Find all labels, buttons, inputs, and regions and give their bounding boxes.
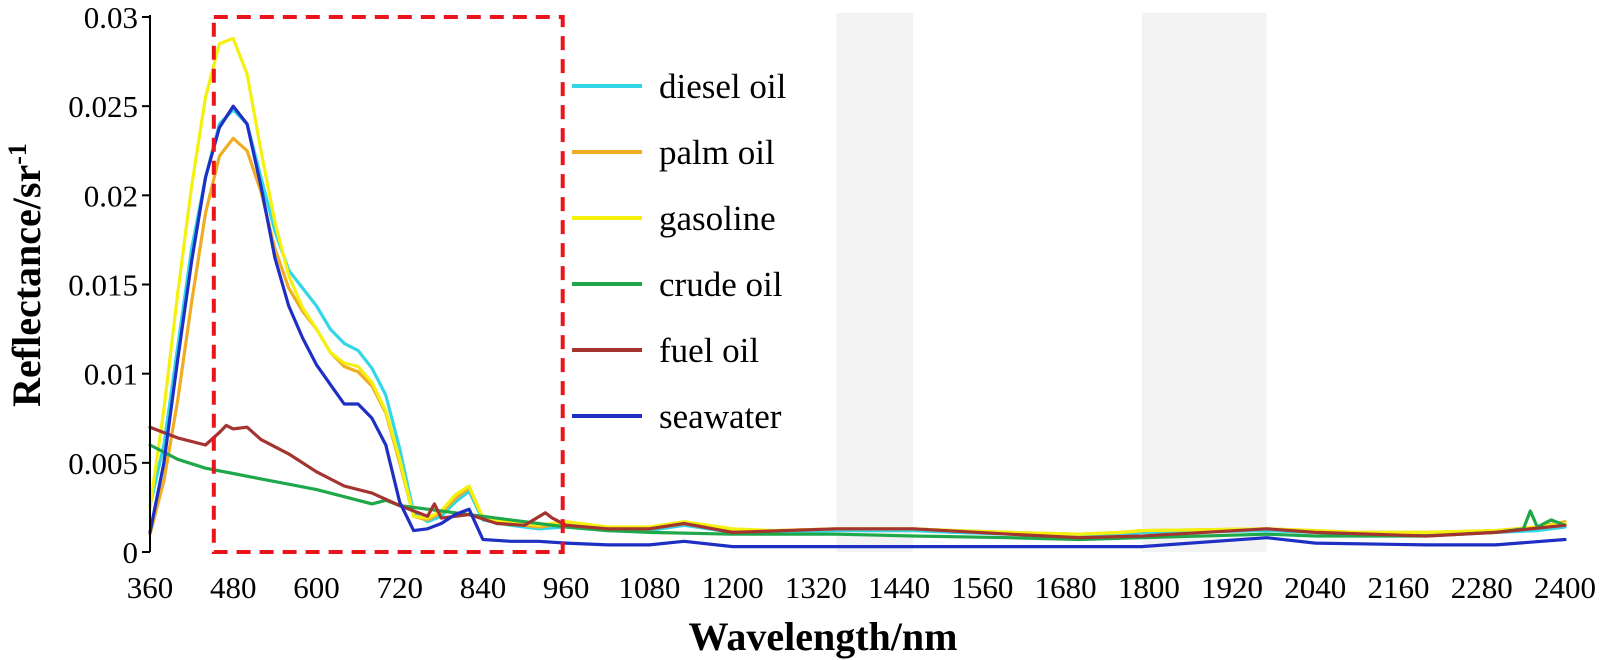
x-tick-label: 1680 [1035, 570, 1097, 605]
y-tick-label: 0.025 [68, 89, 138, 124]
x-tick-label: 1560 [951, 570, 1013, 605]
absorption-band-1 [836, 13, 913, 552]
x-tick-label: 720 [376, 570, 423, 605]
x-tick-label: 1800 [1118, 570, 1180, 605]
x-tick-label: 840 [460, 570, 507, 605]
y-tick-label: 0 [123, 535, 139, 570]
highlight-box [211, 15, 565, 554]
series-line-fuel-oil [148, 423, 1567, 540]
x-tick-label: 1080 [618, 570, 680, 605]
x-tick-label: 1320 [785, 570, 847, 605]
y-tick-label: 0.02 [84, 178, 138, 213]
y-axis-title-sup: -1 [3, 143, 32, 165]
x-tick-label: 960 [543, 570, 590, 605]
x-axis-title: Wavelength/nm [689, 614, 958, 659]
legend-label-fuel-oil: fuel oil [659, 331, 759, 370]
x-tick-label: 1440 [868, 570, 930, 605]
series-line-seawater [148, 104, 1567, 549]
x-tick-label: 360 [127, 570, 174, 605]
x-ticks: 360 480 600 720 840 960 1080 1200 1320 1440 1560 16… [127, 570, 1596, 605]
x-tick-label: 1200 [702, 570, 764, 605]
legend-label-palm-oil: palm oil [659, 133, 775, 172]
legend-label-crude-oil: crude oil [659, 265, 783, 304]
y-axis-title-main: Reflectance/sr [4, 165, 49, 407]
legend-label-gasoline: gasoline [659, 199, 776, 238]
x-tick-label: 2160 [1368, 570, 1430, 605]
absorption-bands [836, 13, 1267, 552]
x-tick-label: 480 [210, 570, 257, 605]
legend: diesel oil palm oil gasoline crude oil fuel … [572, 67, 787, 436]
y-tick-label: 0.01 [84, 357, 138, 392]
absorption-band-2 [1141, 13, 1267, 552]
x-tick-label: 1920 [1201, 570, 1263, 605]
y-tick-label: 0.03 [84, 0, 138, 35]
x-tick-label: 2400 [1534, 570, 1596, 605]
y-tick-label: 0.005 [68, 446, 138, 481]
legend-label-diesel-oil: diesel oil [659, 67, 787, 106]
series-lines [148, 36, 1567, 549]
y-ticks: 0 0.005 0.01 0.015 0.02 0.025 0.03 [68, 0, 150, 570]
x-tick-label: 2040 [1284, 570, 1346, 605]
series-line-gasoline [148, 36, 1567, 536]
y-axis-title: Reflectance/sr-1 [3, 143, 49, 407]
legend-label-seawater: seawater [659, 397, 782, 436]
x-tick-label: 2280 [1451, 570, 1513, 605]
y-tick-label: 0.015 [68, 268, 138, 303]
x-tick-label: 600 [293, 570, 340, 605]
